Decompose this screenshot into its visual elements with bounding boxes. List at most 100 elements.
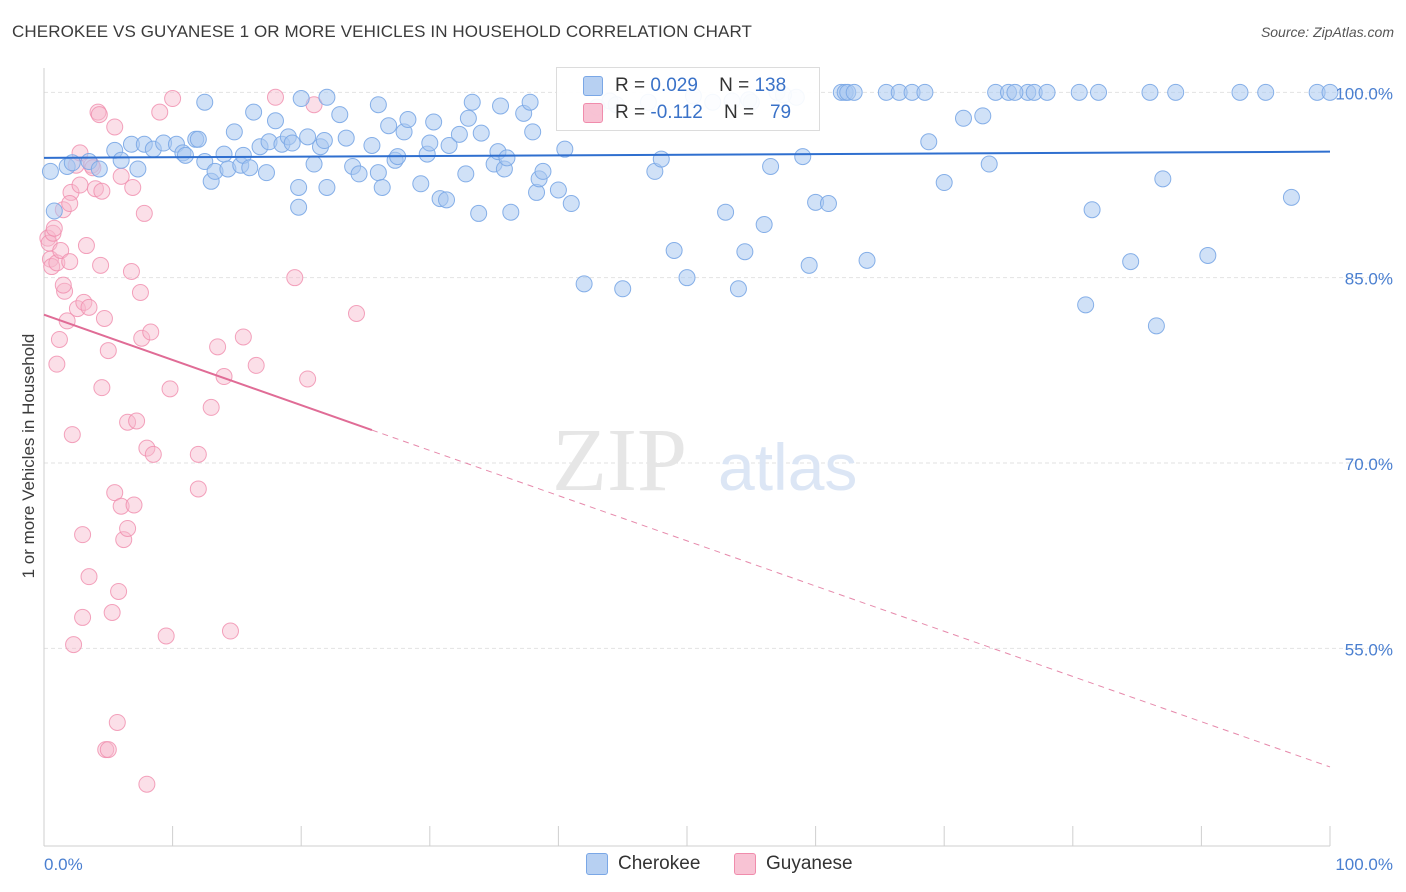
data-point-cherokee <box>974 107 992 125</box>
data-point-cherokee <box>1147 317 1165 335</box>
legend-r-value: 0.029 <box>650 75 698 96</box>
tick-labels: 55.0% 70.0% 85.0% 100.0% 0.0% 100.0% <box>44 84 1393 874</box>
legend-r-label: R = <box>615 102 646 123</box>
legend-swatch-guyanese <box>734 853 756 875</box>
data-point-guyanese <box>45 219 63 237</box>
data-point-guyanese <box>93 182 111 200</box>
data-point-guyanese <box>90 106 108 124</box>
data-point-cherokee <box>845 83 863 101</box>
y-axis-label: 1 or more Vehicles in Household <box>19 334 38 579</box>
x-tick-label: 100.0% <box>1335 855 1393 874</box>
data-point-guyanese <box>61 253 79 271</box>
data-point-cherokee <box>916 83 934 101</box>
cherokee-points <box>41 83 1339 335</box>
legend-label-guyanese: Guyanese <box>766 853 853 874</box>
data-point-cherokee <box>652 150 670 168</box>
data-point-guyanese <box>77 237 95 255</box>
legend-n-value: 79 <box>769 102 792 123</box>
data-point-cherokee <box>502 203 520 221</box>
data-point-cherokee <box>425 113 443 131</box>
data-point-cherokee <box>112 151 130 169</box>
data-point-cherokee <box>176 146 194 164</box>
data-point-cherokee <box>1257 83 1275 101</box>
data-point-cherokee <box>800 256 818 274</box>
x-tick-label: 0.0% <box>44 855 83 874</box>
data-point-cherokee <box>90 160 108 178</box>
data-point-cherokee <box>412 175 430 193</box>
data-point-cherokee <box>1038 83 1056 101</box>
data-point-guyanese <box>157 627 175 645</box>
data-point-cherokee <box>290 178 308 196</box>
watermark-atlas: atlas <box>718 430 857 504</box>
data-point-cherokee <box>980 155 998 173</box>
chart-title: CHEROKEE VS GUYANESE 1 OR MORE VEHICLES … <box>12 22 753 41</box>
data-point-cherokee <box>858 251 876 269</box>
data-point-cherokee <box>736 243 754 261</box>
data-point-guyanese <box>221 622 239 640</box>
y-tick-label: 85.0% <box>1345 270 1393 289</box>
data-point-cherokee <box>819 195 837 213</box>
data-point-cherokee <box>305 155 323 173</box>
legend-n-label: N = <box>723 102 755 123</box>
data-point-guyanese <box>110 582 128 600</box>
data-point-cherokee <box>369 164 387 182</box>
data-point-guyanese <box>93 379 111 397</box>
data-point-cherokee <box>954 109 972 127</box>
data-point-guyanese <box>347 305 365 323</box>
data-point-cherokee <box>438 191 456 209</box>
data-point-guyanese <box>234 328 252 346</box>
data-point-guyanese <box>119 519 137 537</box>
data-point-guyanese <box>135 204 153 222</box>
data-point-cherokee <box>331 106 349 124</box>
data-point-guyanese <box>138 439 156 457</box>
data-point-guyanese <box>215 368 233 386</box>
data-point-cherokee <box>363 136 381 154</box>
data-point-guyanese <box>119 413 137 431</box>
data-point-cherokee <box>459 109 477 127</box>
legend-item-guyanese[interactable]: Guyanese <box>734 852 853 876</box>
data-point-guyanese <box>48 355 66 373</box>
data-point-cherokee <box>1231 83 1249 101</box>
data-point-cherokee <box>920 133 938 151</box>
data-point-cherokee <box>472 124 490 142</box>
data-point-cherokee <box>318 88 336 106</box>
source-credit: Source: ZipAtlas.com <box>1260 24 1394 40</box>
data-point-guyanese <box>202 398 220 416</box>
data-point-guyanese <box>161 380 179 398</box>
data-point-guyanese <box>286 269 304 287</box>
data-point-cherokee <box>421 134 439 152</box>
data-point-cherokee <box>373 178 391 196</box>
data-point-cherokee <box>318 178 336 196</box>
data-point-cherokee <box>521 93 539 111</box>
data-point-cherokee <box>794 148 812 166</box>
data-point-guyanese <box>131 284 149 302</box>
data-point-cherokee <box>399 111 417 129</box>
data-point-cherokee <box>215 145 233 163</box>
data-point-cherokee <box>41 162 59 180</box>
data-point-cherokee <box>729 280 747 298</box>
axes <box>43 68 1331 847</box>
data-point-cherokee <box>524 123 542 141</box>
data-point-guyanese <box>74 526 92 544</box>
data-point-guyanese <box>142 323 160 341</box>
data-point-cherokee <box>283 134 301 152</box>
data-point-guyanese <box>144 445 162 463</box>
data-point-cherokee <box>549 181 567 199</box>
legend-label-cherokee: Cherokee <box>618 853 701 874</box>
data-point-guyanese <box>56 282 74 300</box>
data-point-cherokee <box>562 195 580 213</box>
legend-swatch-guyanese <box>583 103 603 123</box>
data-point-cherokee <box>1070 83 1088 101</box>
data-point-cherokee <box>1154 170 1172 188</box>
data-point-cherokee <box>1090 83 1108 101</box>
legend-item-cherokee[interactable]: Cherokee <box>586 852 700 876</box>
data-point-cherokee <box>556 140 574 158</box>
data-point-guyanese <box>54 276 72 294</box>
data-point-cherokee <box>257 164 275 182</box>
data-point-cherokee <box>492 97 510 115</box>
legend-n-value: 138 <box>754 75 787 96</box>
data-point-cherokee <box>63 154 81 172</box>
data-point-guyanese <box>209 338 227 356</box>
watermark-zip: ZIP <box>552 411 687 510</box>
data-point-guyanese <box>80 568 98 586</box>
